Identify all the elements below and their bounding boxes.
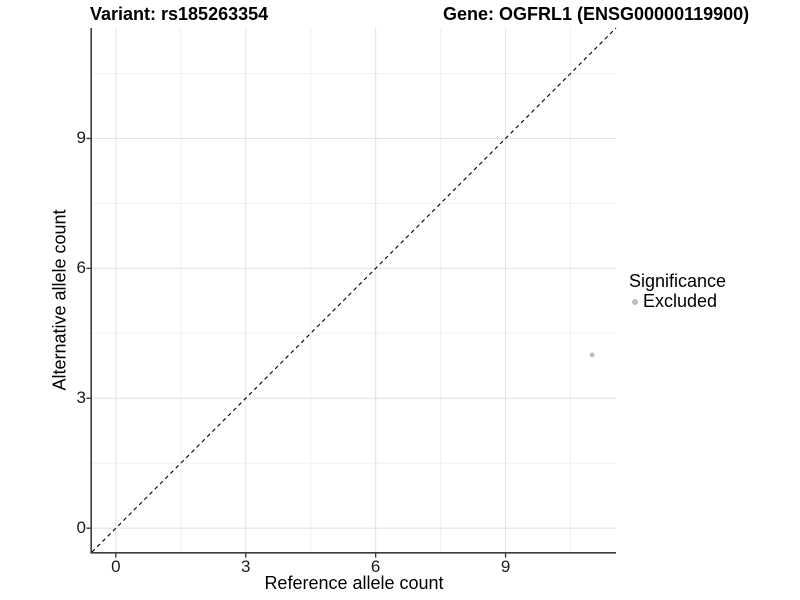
variant-title: Variant: rs185263354 (90, 4, 269, 24)
y-axis-title: Alternative allele count (49, 209, 70, 391)
gene-title: Gene: OGFRL1 (ENSG00000119900) (443, 4, 750, 24)
x-axis-title: Reference allele count (264, 573, 444, 593)
x-tick-label: 0 (111, 557, 121, 576)
y-tick-label: 6 (76, 258, 86, 278)
legend-item-excluded: Excluded (629, 292, 726, 311)
axis-tick-marks (86, 137, 507, 558)
y-tick-label: 0 (76, 518, 86, 538)
scatter-point (589, 352, 595, 358)
legend-item-label: Excluded (643, 291, 718, 311)
data-points (589, 352, 595, 358)
axis-lines (90, 28, 616, 554)
x-tick-label: 6 (370, 557, 381, 576)
y-tick-label: 3 (76, 388, 86, 408)
x-tick-label: 9 (500, 557, 511, 576)
y-tick-label: 9 (76, 128, 86, 148)
excluded-dot-icon (632, 298, 638, 305)
major-gridlines (92, 28, 616, 552)
x-tick-label: 3 (241, 557, 251, 576)
identity-dashed-line (91, 27, 617, 553)
legend: Significance Excluded (629, 272, 726, 311)
minor-gridlines (92, 28, 616, 552)
legend-title: Significance (629, 271, 727, 291)
